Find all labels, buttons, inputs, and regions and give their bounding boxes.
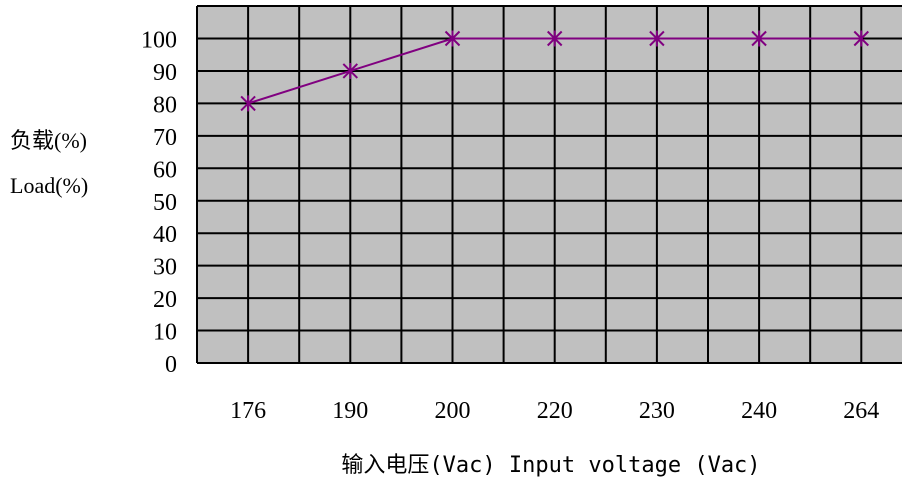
y-tick-label: 30: [153, 255, 177, 281]
x-tick-label: 190: [332, 398, 368, 424]
grid: [196, 5, 902, 364]
data-point-marker: [444, 30, 461, 47]
y-tick-labels: 0 10 20 30 40 50 60 70 80 90 100: [141, 28, 177, 379]
y-axis-label-en: Load(%): [10, 173, 88, 198]
x-tick-label: 220: [537, 398, 573, 424]
x-tick-label: 264: [843, 398, 879, 424]
data-point-marker: [853, 30, 870, 47]
x-axis-label: 输入电压(Vac) Input voltage (Vac): [341, 453, 760, 478]
x-tick-label: 240: [741, 398, 777, 424]
y-axis-label-cn: 负载(%): [10, 128, 87, 153]
y-tick-label: 60: [153, 157, 177, 183]
y-tick-label: 0: [165, 352, 177, 378]
x-tick-label: 200: [435, 398, 471, 424]
data-point-marker: [649, 30, 665, 47]
y-tick-label: 90: [153, 60, 177, 86]
data-point-marker: [546, 30, 563, 47]
plot-area: [197, 6, 902, 363]
y-tick-label: 80: [153, 92, 177, 118]
data-point-marker: [751, 30, 767, 47]
x-tick-labels: 176 190 200 220 230 240 264: [230, 398, 879, 424]
y-tick-label: 10: [153, 320, 177, 346]
x-tick-label: 230: [639, 398, 675, 424]
series-group: [240, 30, 870, 112]
y-tick-label: 100: [141, 28, 177, 54]
data-point-marker: [240, 95, 256, 112]
y-tick-label: 20: [153, 287, 177, 313]
x-tick-label: 176: [230, 398, 266, 424]
y-tick-label: 50: [153, 190, 177, 216]
data-point-marker: [342, 62, 359, 79]
y-tick-label: 40: [153, 222, 177, 248]
y-tick-label: 70: [153, 125, 177, 151]
